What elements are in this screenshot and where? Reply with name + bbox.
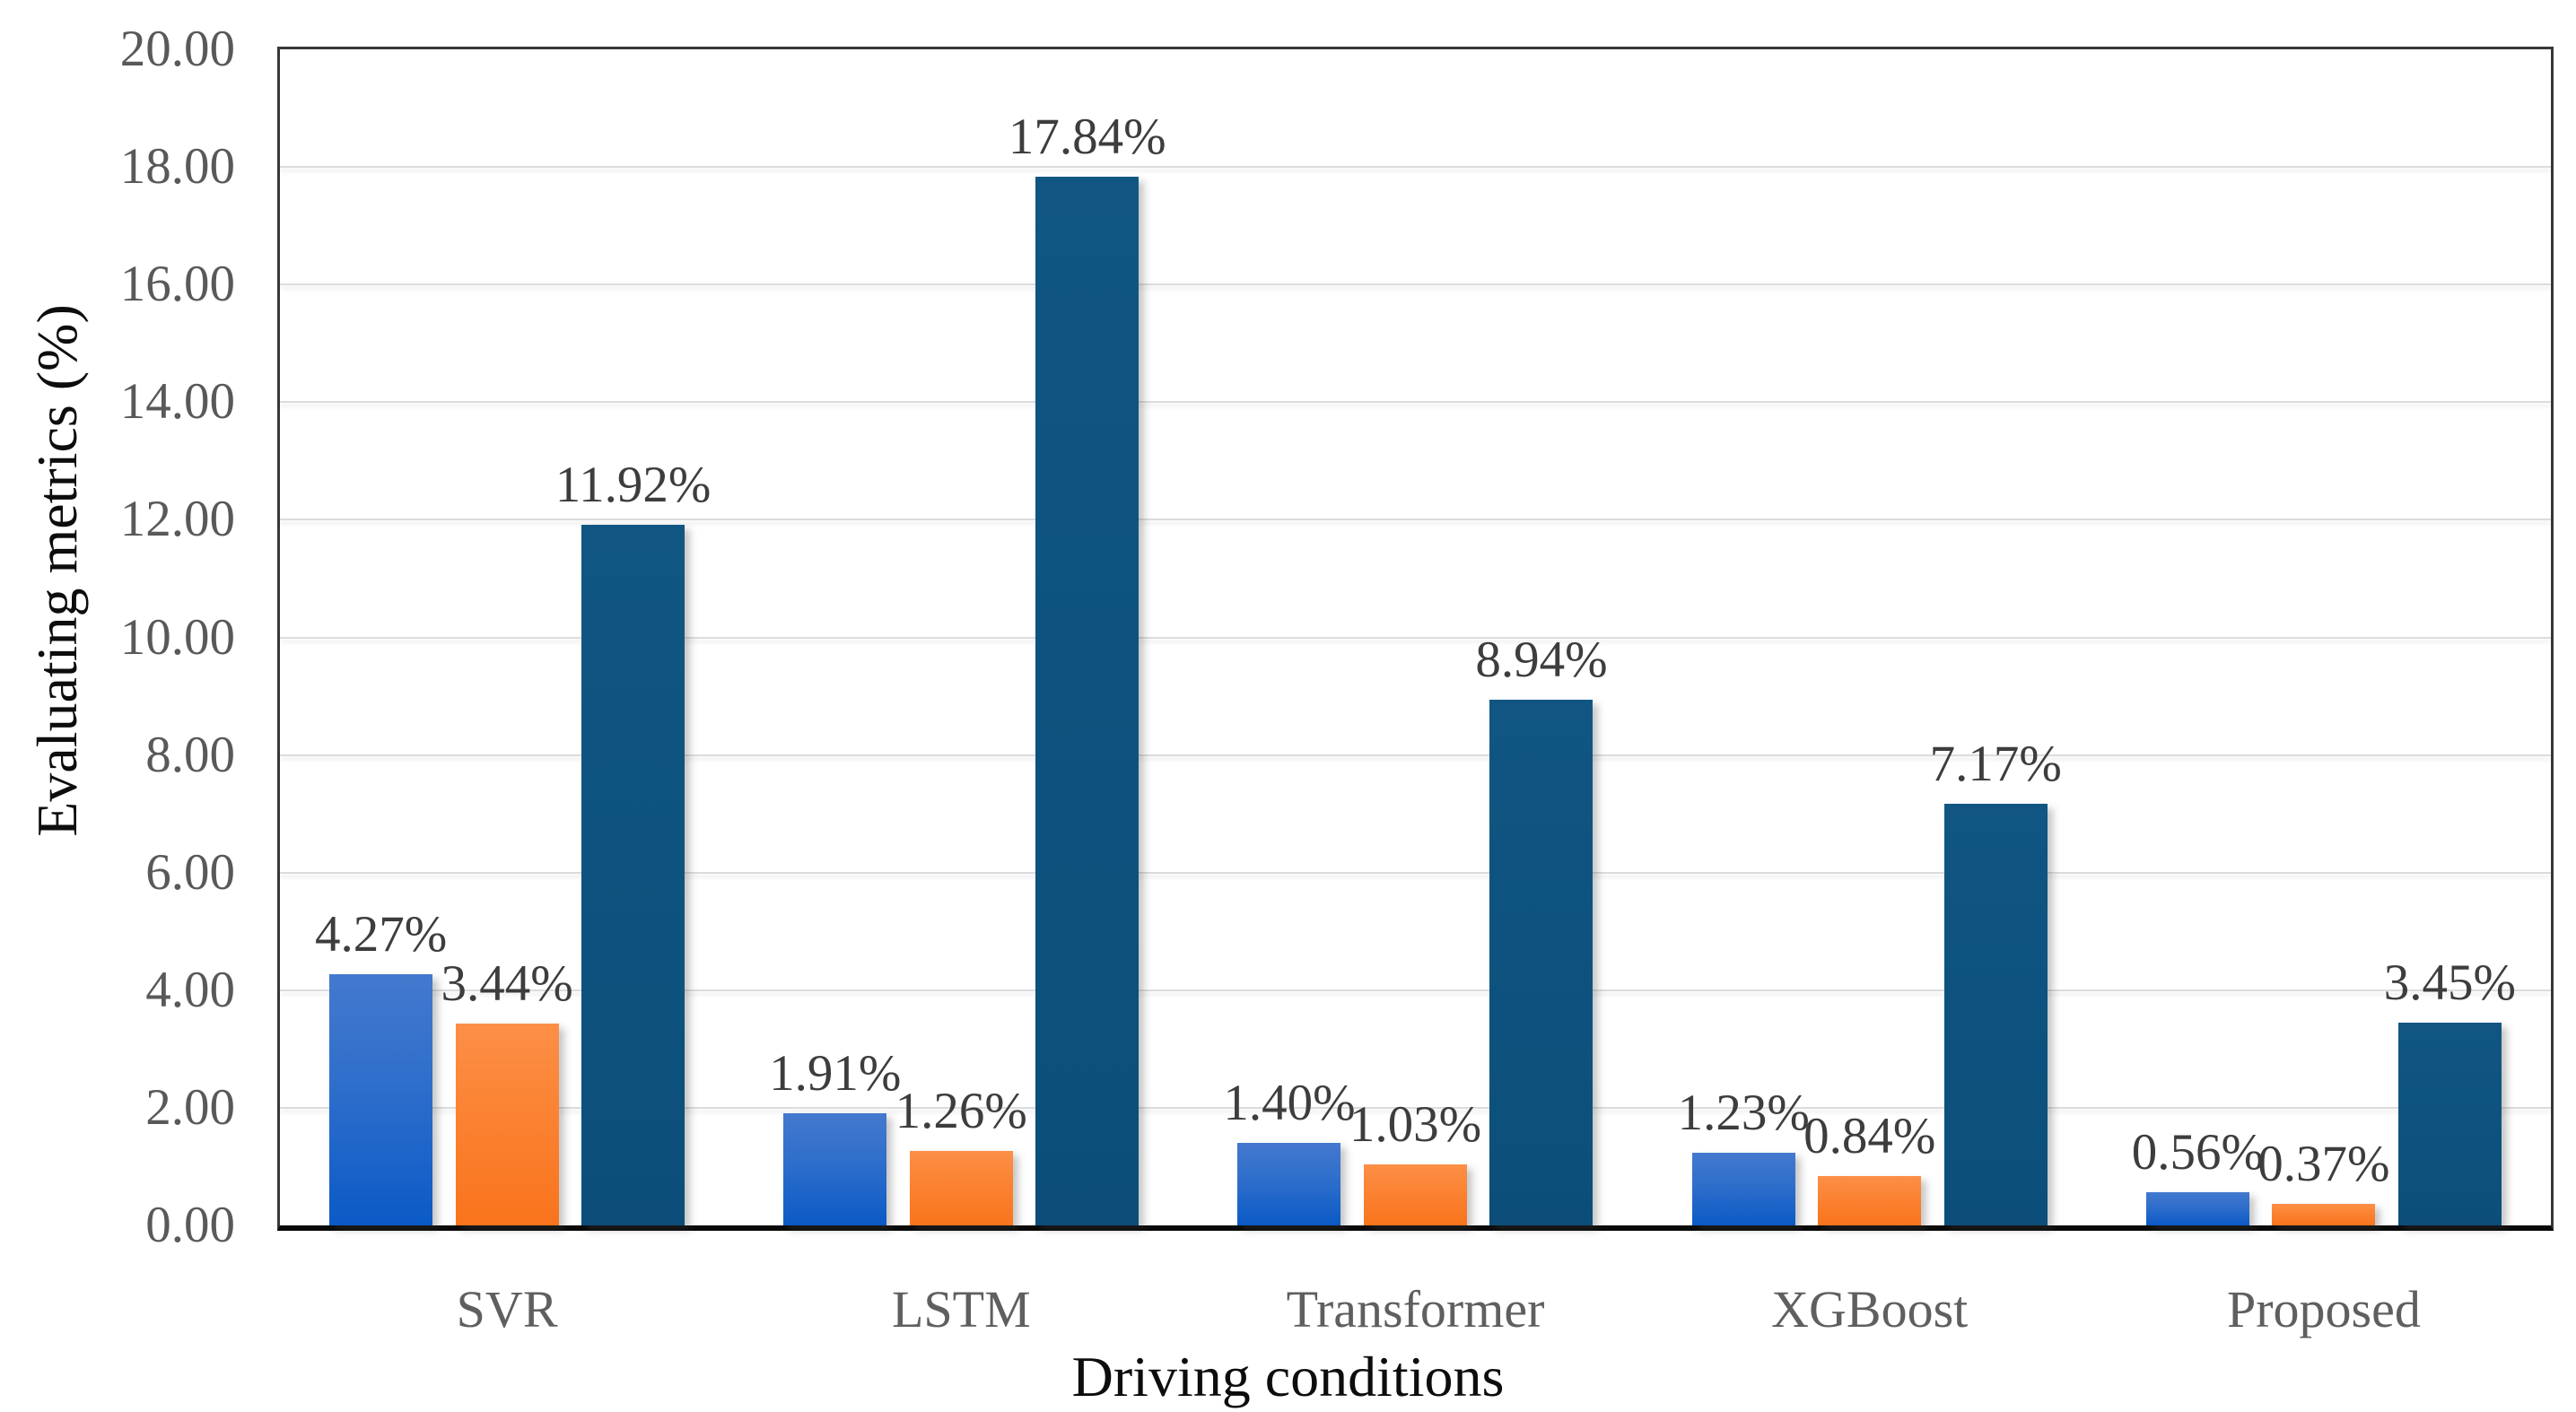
bar	[1691, 1153, 1795, 1225]
bar	[1489, 699, 1594, 1225]
y-tick-label: 16.00	[119, 256, 235, 313]
bar-value-label: 11.92%	[554, 456, 712, 513]
bar-value-label: 1.91%	[769, 1044, 902, 1102]
category-label-svr: SVR	[456, 1280, 558, 1338]
y-tick-label: 14.00	[119, 373, 235, 431]
bar	[2397, 1022, 2502, 1225]
bar-value-label: 3.45%	[2383, 954, 2517, 1011]
y-tick-label: 0.00	[145, 1197, 235, 1253]
gridline	[280, 754, 2551, 756]
bar-value-label: 4.27%	[314, 906, 448, 963]
gridline	[280, 989, 2551, 991]
category-label-transformer: Transformer	[1286, 1280, 1545, 1338]
y-tick-label: 6.00	[145, 843, 235, 901]
category-label-lstm: LSTM	[891, 1280, 1031, 1338]
bar-value-label: 1.40%	[1223, 1075, 1356, 1132]
bar	[909, 1151, 1013, 1225]
y-tick-label: 20.00	[119, 21, 235, 77]
bar	[1237, 1143, 1341, 1225]
gridline	[280, 871, 2551, 874]
gridline	[280, 1106, 2551, 1109]
gridline	[280, 166, 2551, 169]
bar	[329, 974, 433, 1225]
x-axis-title: Driving conditions	[1071, 1345, 1505, 1408]
bar	[2272, 1203, 2376, 1225]
bar-value-label: 3.44%	[441, 954, 573, 1012]
bar-value-label: 0.37%	[2257, 1135, 2390, 1192]
gridline	[280, 519, 2551, 521]
bar	[581, 524, 685, 1225]
bar-group-lstm: 1.91% 1.26% 17.84%	[734, 49, 1188, 1225]
bar-value-label: 1.23%	[1677, 1085, 1810, 1142]
bar-value-label: 1.03%	[1349, 1096, 1482, 1154]
y-tick-label: 2.00	[145, 1078, 235, 1136]
bar-group-svr: 4.27% 3.44% 11.92%	[280, 49, 734, 1225]
y-tick-label: 4.00	[145, 961, 235, 1018]
gridline	[280, 636, 2551, 639]
bar-group-transformer: 1.40% 1.03% 8.94%	[1188, 49, 1642, 1225]
bar	[1818, 1175, 1922, 1225]
bar-value-label: 8.94%	[1475, 631, 1608, 688]
y-tick-label: 12.00	[119, 491, 235, 548]
bar-group-proposed: 0.56% 0.37% 3.45%	[2097, 49, 2551, 1225]
plot-area: 4.27% 3.44% 11.92% 1.91% 1.26% 17.84% 1.40% 1.0…	[277, 47, 2554, 1231]
bar	[455, 1023, 559, 1225]
y-tick-label: 18.00	[119, 138, 235, 196]
bar	[2145, 1192, 2249, 1225]
bar-group-xgboost: 1.23% 0.84% 7.17%	[1643, 49, 2097, 1225]
bar-value-label: 1.26%	[895, 1083, 1027, 1140]
bar	[783, 1112, 887, 1225]
y-tick-label: 8.00	[145, 726, 235, 783]
y-tick-label: 10.00	[119, 608, 235, 666]
bar-value-label: 0.56%	[2131, 1124, 2265, 1181]
bar-value-label: 0.84%	[1803, 1107, 1936, 1164]
category-label-xgboost: XGBoost	[1771, 1280, 1969, 1338]
bar-value-label: 17.84%	[1008, 108, 1166, 165]
category-label-proposed: Proposed	[2226, 1280, 2421, 1338]
gridline	[280, 401, 2551, 404]
bar	[1943, 804, 2048, 1225]
bar	[1035, 176, 1140, 1225]
bar	[1363, 1164, 1467, 1225]
bar-value-label: 7.17%	[1929, 736, 2062, 793]
gridline	[280, 283, 2551, 286]
